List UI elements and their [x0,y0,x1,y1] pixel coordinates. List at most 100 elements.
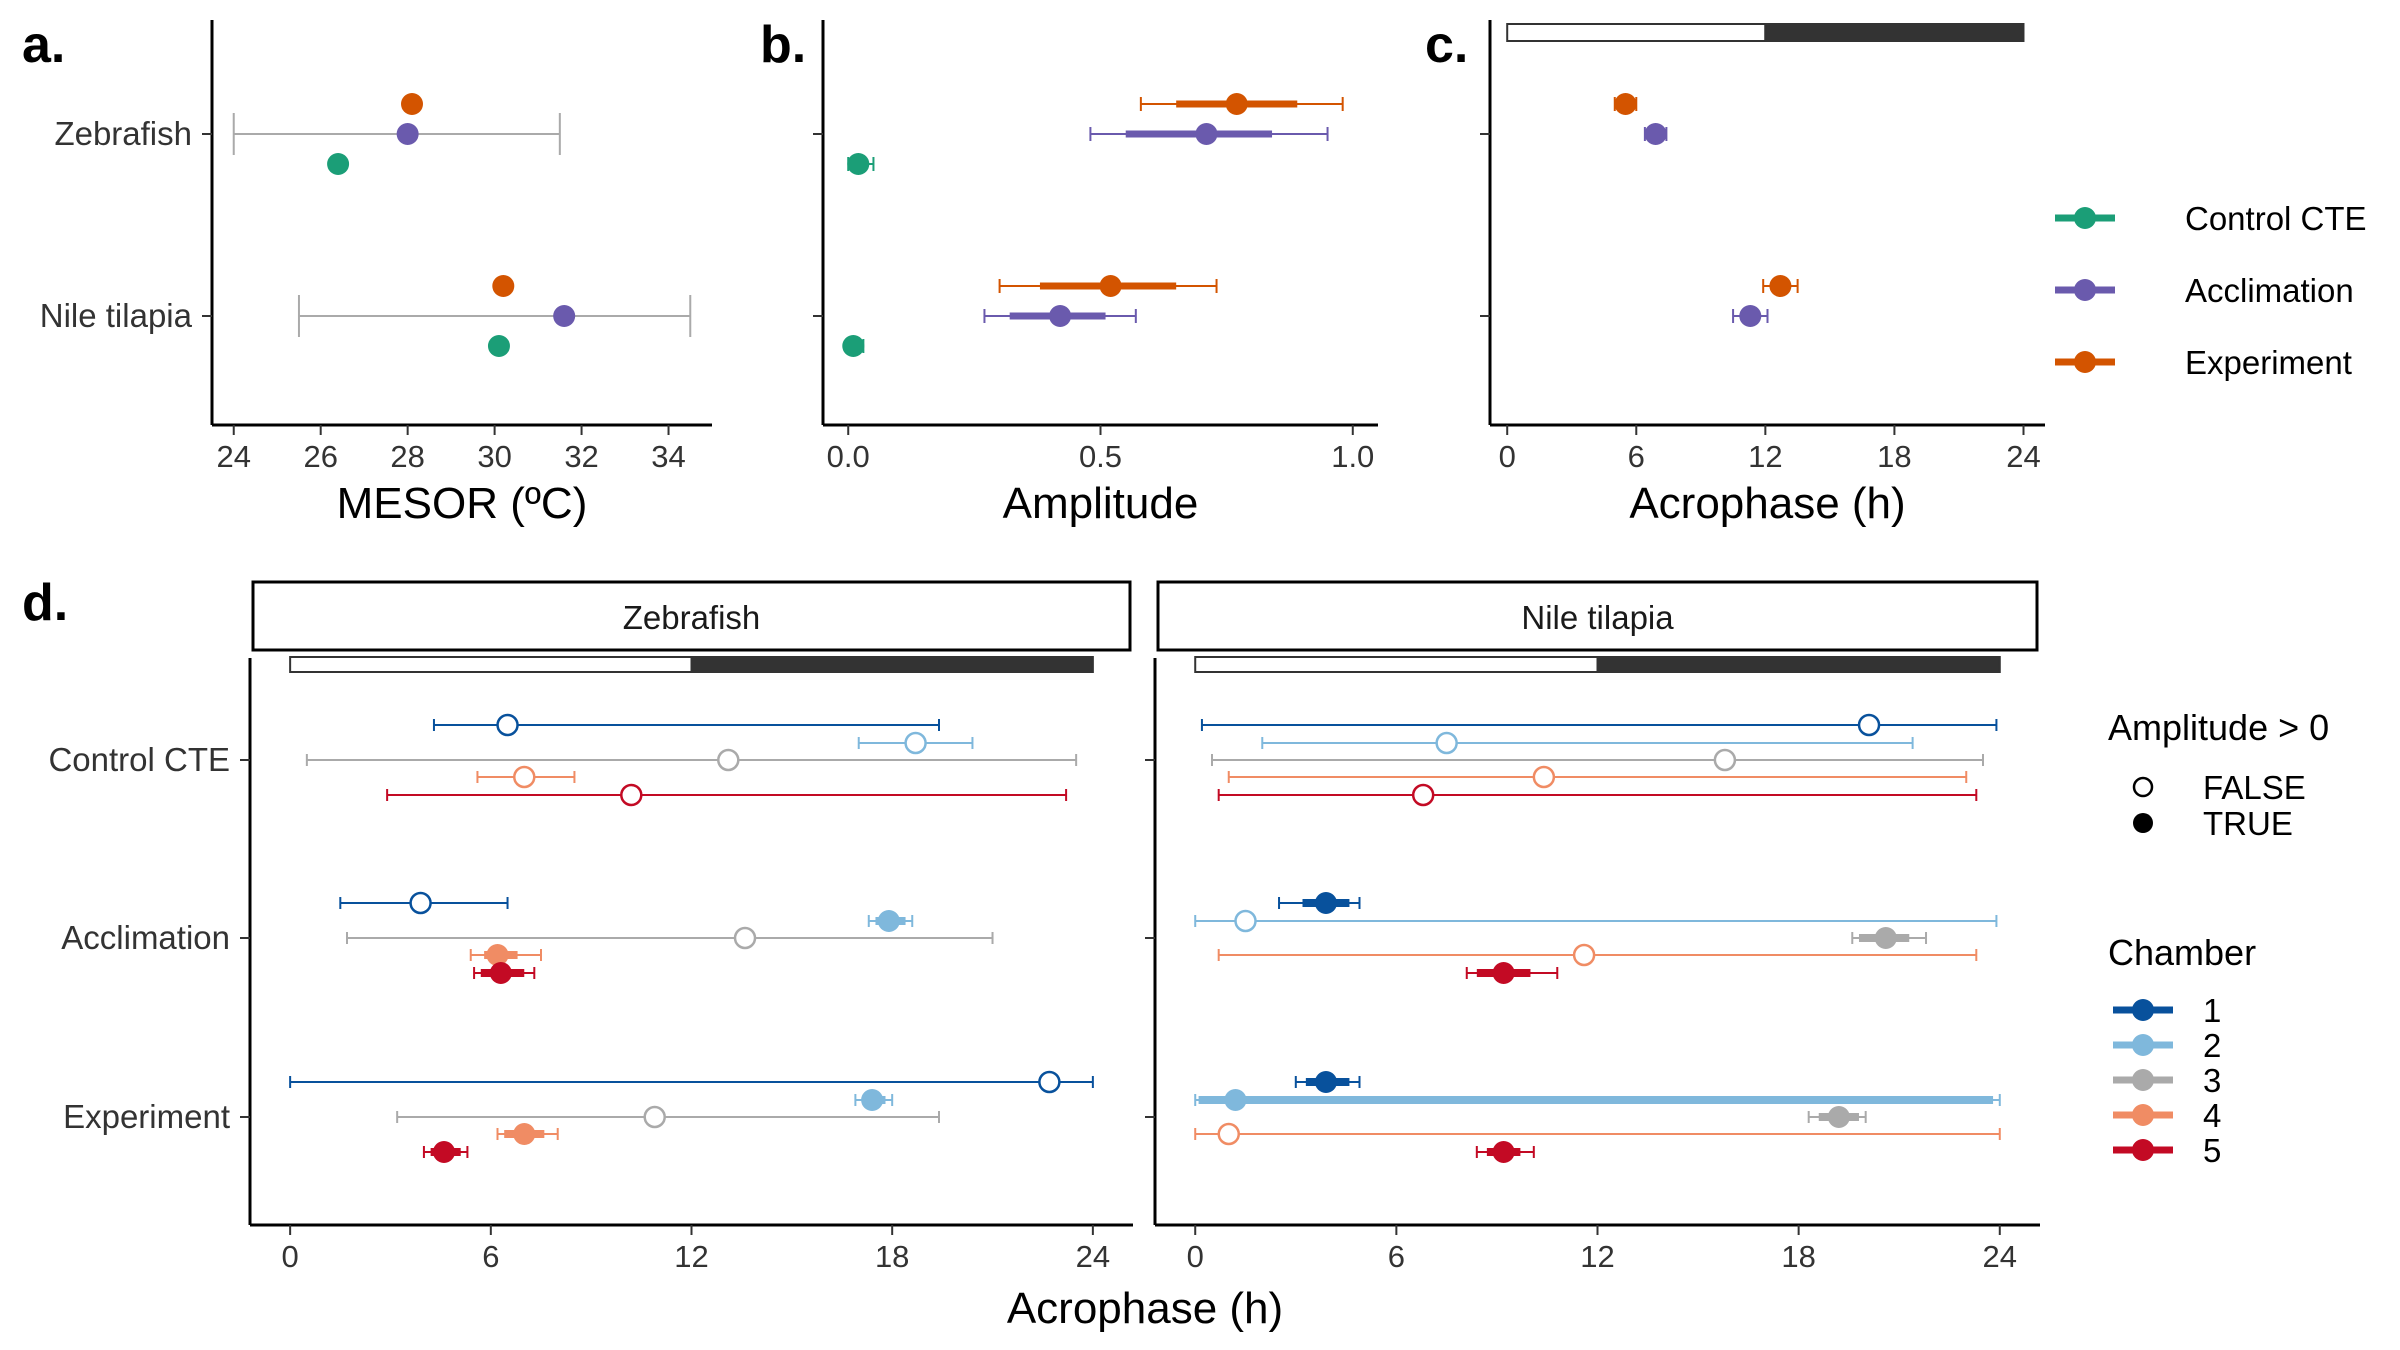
legend-label: 5 [2203,1132,2221,1169]
x-tick-label: 0 [1187,1239,1204,1274]
point [1739,305,1762,327]
legend-title: Amplitude > 0 [2108,707,2329,748]
light-dark-bar-dark [1764,23,2025,42]
light-dark-bar-dark [690,656,1094,673]
x-tick-label: 24 [1983,1239,2017,1274]
point [842,335,865,357]
point [492,275,515,297]
point-filled [486,944,509,966]
point-filled [1492,1141,1515,1163]
panel-letter: b. [760,16,806,74]
legend-title: Chamber [2108,932,2256,973]
facet-strip [1156,580,2039,652]
point [1644,123,1667,145]
legend-label: Experiment [2185,344,2352,381]
point-open [620,783,643,807]
point [401,93,423,115]
legend-key-point [2132,1069,2154,1091]
point-filled [432,1141,455,1163]
y-tick-label: Control CTE [48,741,230,778]
x-tick-label: 34 [651,439,685,474]
legend-key-point [2132,1104,2154,1126]
facet-strip [251,580,1132,652]
legend-label: FALSE [2203,769,2306,806]
x-tick-label: 18 [875,1239,909,1274]
point-filled [1314,1071,1337,1093]
x-tick-label: 12 [674,1239,708,1274]
x-tick-label: 24 [2006,439,2040,474]
x-tick-label: 28 [390,439,424,474]
point-open [513,765,536,789]
point [1614,93,1637,115]
x-tick-label: 0 [1499,439,1516,474]
point-filled [861,1089,884,1111]
legend-label: 1 [2203,992,2221,1029]
x-axis-label: MESOR (ºC) [337,479,588,528]
y-tick-label: Zebrafish [54,115,192,152]
legend-label: Acclimation [2185,272,2354,309]
light-dark-bar-dark [1596,656,2001,673]
point [1769,275,1792,297]
point-filled [1492,962,1515,984]
facet-label: Zebrafish [623,599,761,636]
x-axis-label: Acrophase (h) [1007,1284,1283,1333]
legend-key-point [2132,1139,2154,1161]
panel-a: a. 24 26 28 30 32 34 MESOR (ºC) Zebrafish Nile ti… [22,16,712,528]
x-axis-label: Amplitude [1003,479,1199,528]
x-tick-label: 6 [1628,439,1645,474]
panel-letter: d. [22,574,68,632]
legend-key-point [2074,207,2096,229]
point-filled [1827,1106,1850,1128]
panel-d: d. Zebrafish 0 6 12 18 24 Control CTE Acclimatio… [22,574,2040,1333]
point-open [904,731,927,755]
legend-key-point [2133,813,2153,833]
point-open [1857,713,1881,737]
y-tick-label: Experiment [63,1098,230,1135]
light-dark-bar-light [289,656,693,673]
facet-label: Nile tilapia [1521,599,1674,636]
point [487,335,510,357]
point-open [1572,943,1596,967]
x-tick-label: 0.5 [1079,439,1122,474]
legend-key-point [2132,999,2154,1021]
point-open [496,713,519,737]
point-open [409,891,432,915]
x-tick-label: 1.0 [1331,439,1374,474]
x-tick-label: 6 [482,1239,499,1274]
point-filled [513,1123,536,1145]
panel-c: c. 0 6 12 18 24 Acrophase (h) [1425,16,2045,528]
legends: Control CTE Acclimation Experiment Amplitud… [2055,200,2367,1169]
point [396,123,419,145]
x-tick-label: 12 [1580,1239,1614,1274]
point [847,153,870,175]
x-tick-label: 24 [216,439,250,474]
x-tick-label: 32 [564,439,598,474]
light-dark-bar-light [1194,656,1599,673]
x-tick-label: 0 [282,1239,299,1274]
point-filled [1874,927,1897,949]
point-filled [489,962,512,984]
point-open [717,748,740,772]
x-tick-label: 6 [1388,1239,1405,1274]
x-tick-label: 12 [1748,439,1782,474]
point-filled [877,910,900,932]
point-filled [1314,892,1337,914]
light-dark-bar-light [1506,23,1767,42]
x-axis-label: Acrophase (h) [1629,479,1905,528]
x-tick-label: 18 [1781,1239,1815,1274]
legend-key-point [2132,1034,2154,1056]
point [1195,123,1218,145]
panel-letter: a. [22,16,65,74]
x-tick-label: 0.0 [827,439,870,474]
y-tick-label: Acclimation [61,919,230,956]
legend-label: TRUE [2203,805,2293,842]
x-tick-label: 24 [1076,1239,1110,1274]
point [1049,305,1072,327]
panel-b: b. 0.0 0.5 1.0 Amplitude [760,16,1378,528]
point-filled [1224,1089,1247,1111]
x-tick-label: 18 [1877,439,1911,474]
point-open [1713,748,1737,772]
legend-label: 2 [2203,1027,2221,1064]
legend-key-point [2074,279,2096,301]
